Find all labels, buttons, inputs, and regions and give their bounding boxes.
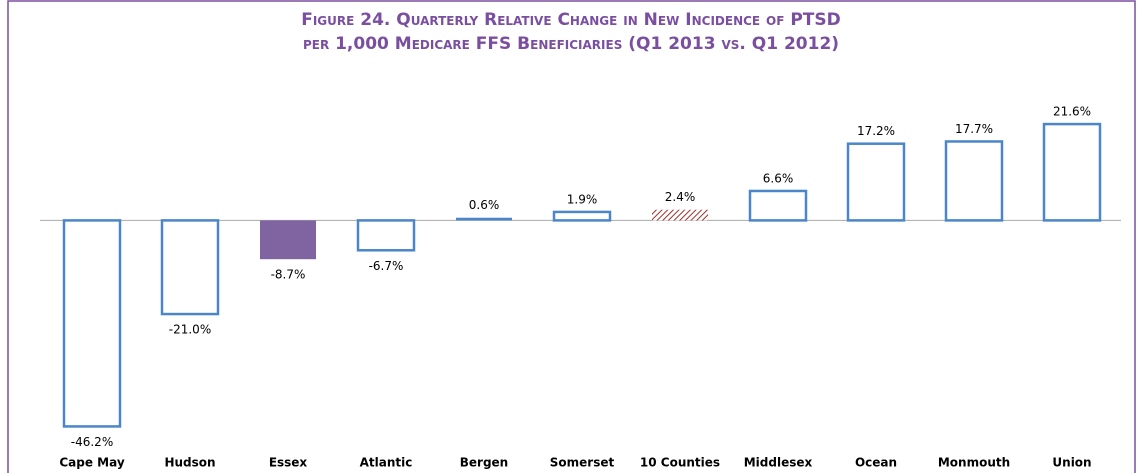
data-label: 1.9%: [567, 192, 598, 206]
chart-title: per 1,000 Medicare FFS Beneficiaries (Q1…: [303, 34, 839, 54]
x-tick-label: Somerset: [550, 456, 615, 470]
x-tick-label: Essex: [269, 456, 308, 470]
data-label: 17.2%: [857, 124, 895, 138]
x-tick-label: Cape May: [59, 456, 124, 470]
x-tick-label: 10 Counties: [640, 456, 720, 470]
bar: [260, 220, 316, 260]
chart-title: Figure 24. Quarterly Relative Change in …: [301, 10, 841, 30]
bar: [160, 219, 220, 316]
data-label: 21.6%: [1053, 105, 1091, 119]
bar: [846, 142, 906, 222]
data-label: -46.2%: [71, 435, 113, 449]
data-label: 6.6%: [763, 171, 794, 185]
bar: [456, 217, 512, 221]
frame: [7, 0, 1136, 473]
x-tick-label: Monmouth: [938, 456, 1010, 470]
bar: [356, 219, 416, 252]
data-label: 0.6%: [469, 198, 500, 212]
x-tick-label: Atlantic: [360, 456, 413, 470]
bar: [944, 140, 1004, 222]
bar: [748, 189, 808, 222]
data-label: -21.0%: [169, 323, 211, 337]
bar: [1042, 122, 1102, 222]
bar: [62, 219, 122, 428]
bar: [652, 209, 708, 221]
data-label: 2.4%: [665, 190, 696, 204]
x-tick-label: Ocean: [855, 456, 897, 470]
x-tick-label: Hudson: [164, 456, 215, 470]
x-tick-label: Middlesex: [744, 456, 813, 470]
x-tick-label: Union: [1052, 456, 1091, 470]
bar: [552, 210, 612, 222]
data-label: -8.7%: [271, 268, 306, 282]
x-tick-label: Bergen: [460, 456, 508, 470]
data-label: 17.7%: [955, 122, 993, 136]
data-label: -6.7%: [369, 259, 404, 273]
